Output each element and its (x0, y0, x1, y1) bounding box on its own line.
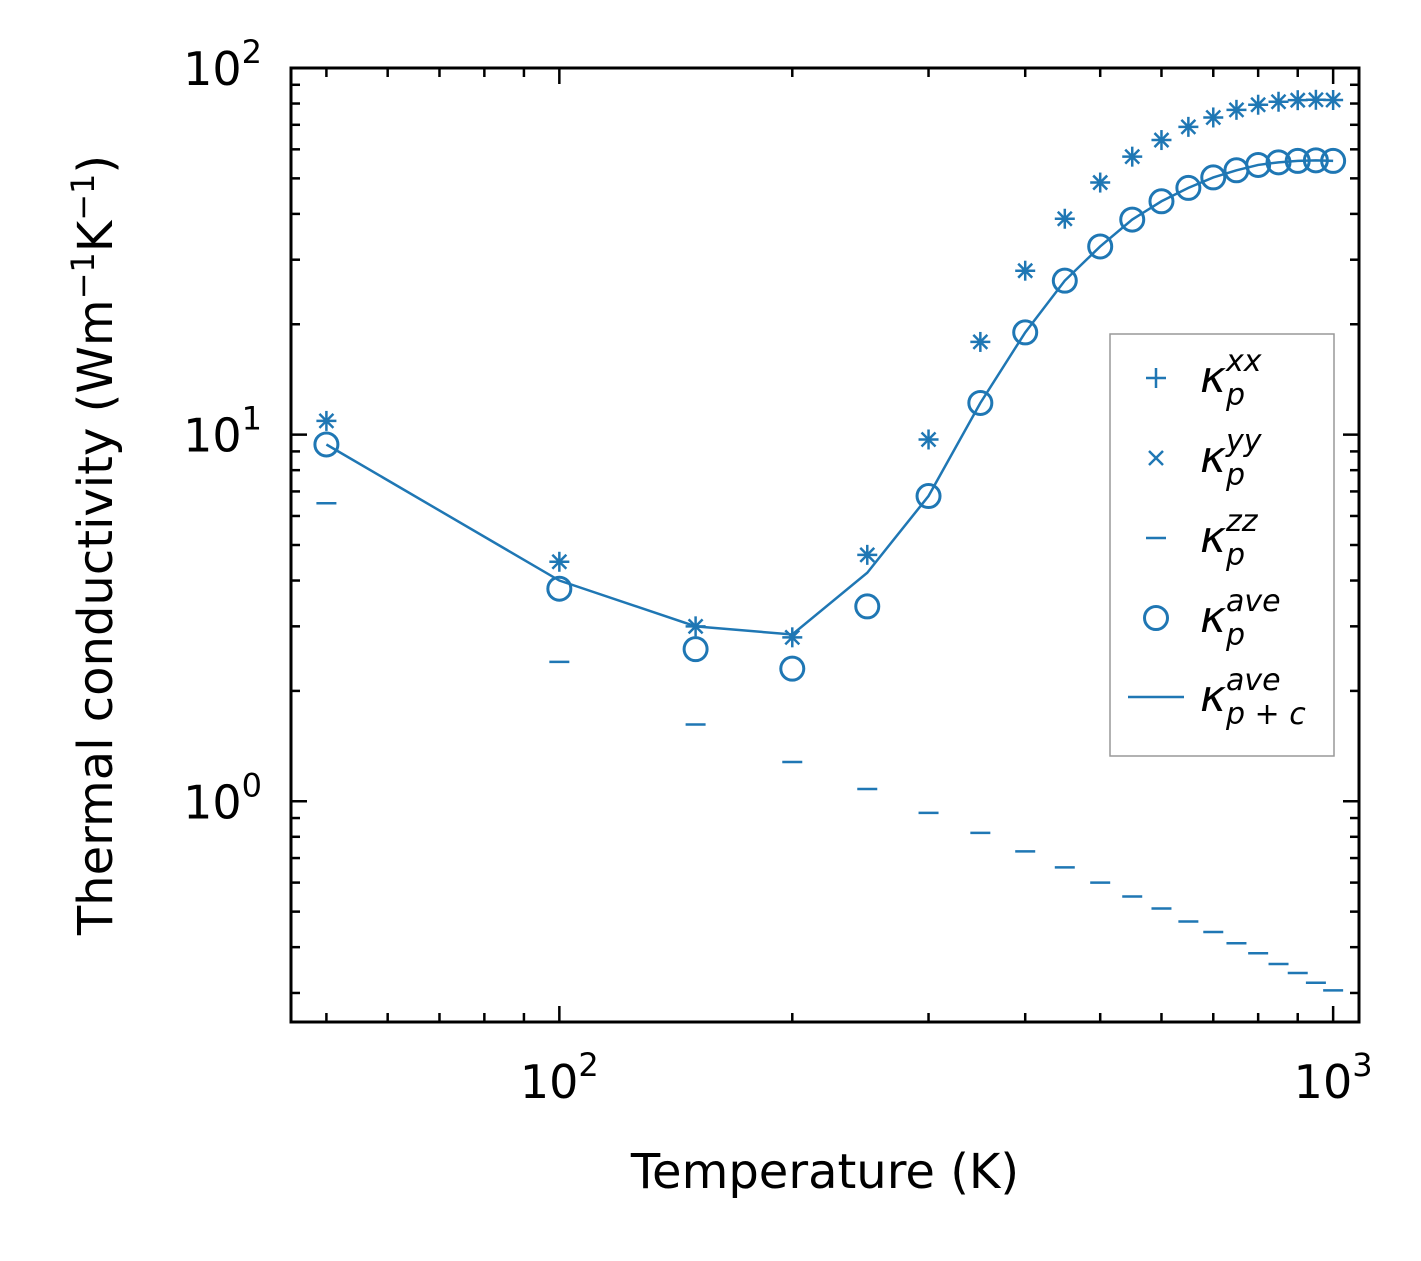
data-point-circle (1245, 151, 1272, 178)
y-axis-title-mid: K (68, 219, 124, 252)
legend-label: κpave (1200, 584, 1281, 653)
legend-label: κpxx (1200, 344, 1262, 413)
x-tick-label: 102 (520, 1046, 599, 1109)
axes-frame (289, 66, 1361, 1024)
legend-label: κpzz (1200, 504, 1259, 573)
data-point-x (1180, 118, 1197, 135)
data-point-x (1092, 174, 1109, 191)
plot-area (313, 89, 1347, 992)
y-axis-title-prefix: Thermal conductivity (Wm (68, 299, 124, 936)
data-point-x (1228, 101, 1245, 118)
x-tick-label: 103 (1294, 1046, 1373, 1109)
legend-marker-x (1148, 450, 1164, 466)
legend-label: κpyy (1200, 424, 1263, 493)
series-line (325, 159, 1334, 636)
data-point-circle (1051, 267, 1078, 294)
data-point-circle (1012, 319, 1039, 346)
data-point-circle (915, 483, 942, 510)
y-tick-label: 102 (183, 33, 262, 96)
data-point-circle (1119, 206, 1146, 233)
data-point-circle (682, 636, 709, 663)
data-point-x (1056, 210, 1073, 227)
y-axis-title-exp1: −1 (64, 252, 102, 299)
data-point-circle (1175, 174, 1202, 201)
legend-box (1109, 333, 1335, 757)
data-point-x (318, 413, 335, 429)
data-point-x (1250, 96, 1267, 113)
data-point-x (859, 546, 876, 563)
data-point-circle (313, 431, 340, 458)
data-point-circle (1087, 233, 1114, 260)
legend-marker-plus (1146, 368, 1166, 388)
data-point-x (551, 553, 568, 570)
y-axis-title-suffix: ) (68, 155, 124, 174)
data-point-x (1325, 92, 1342, 108)
data-point-x (972, 334, 989, 350)
data-point-circle (1148, 188, 1175, 215)
tick-labels: 102 103 100 101 102 (183, 33, 1372, 1109)
x-axis-title: Temperature (K) (630, 1144, 1019, 1200)
y-axis-title-exp2: −1 (64, 174, 102, 221)
data-point-x (1308, 91, 1324, 108)
series-x (318, 91, 1342, 646)
data-point-circle (779, 655, 806, 682)
data-point-x (1124, 148, 1141, 165)
data-point-circle (967, 389, 994, 416)
legend-label: κp + cave (1200, 663, 1306, 732)
legend: κpxx κpyy κpzz κpave κp + cave (1109, 333, 1335, 757)
y-tick-label: 100 (183, 766, 262, 829)
data-point-circle (546, 575, 573, 602)
data-point-x (784, 629, 801, 646)
data-point-x (1153, 132, 1170, 148)
data-point-x (1205, 109, 1222, 126)
y-tick-label: 101 (183, 400, 262, 463)
data-point-x (1270, 93, 1287, 110)
series-hline (316, 501, 1344, 992)
legend-marker-circle (1143, 605, 1169, 631)
data-point-circle (1200, 164, 1227, 191)
data-point-circle (854, 593, 881, 620)
series-line (325, 159, 1334, 636)
data-point-x (1289, 92, 1306, 109)
data-point-x (1017, 262, 1034, 279)
data-point-x (920, 431, 937, 448)
y-axis-title: Thermal conductivity (Wm−1K−1) (64, 155, 124, 936)
